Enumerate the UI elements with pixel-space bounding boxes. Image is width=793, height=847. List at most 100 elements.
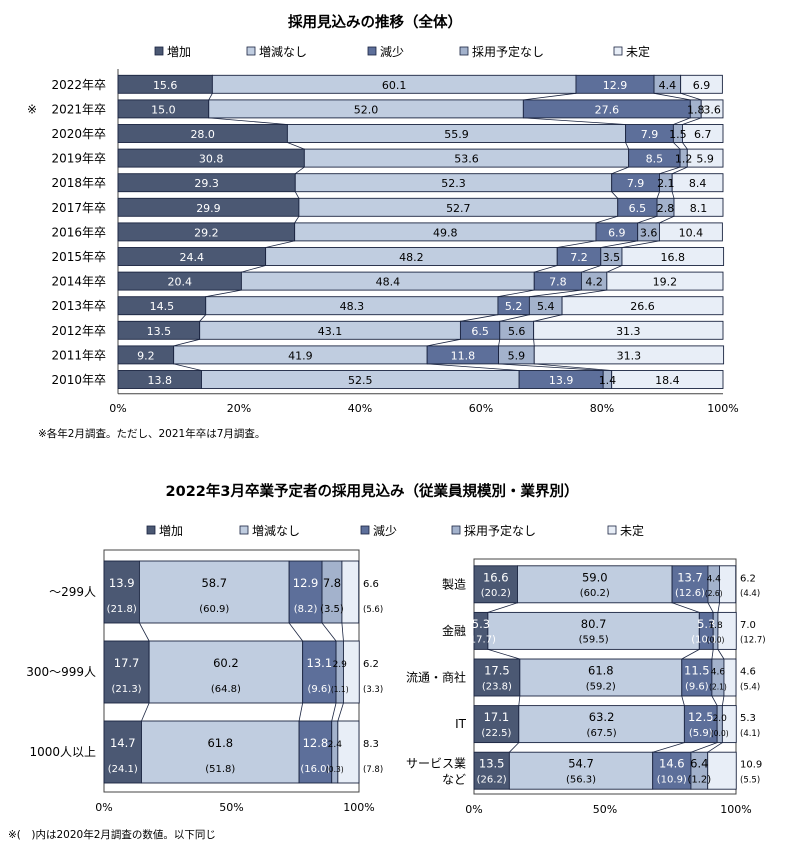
panel-category-1: 300～999人	[26, 665, 96, 679]
panel-bar-0-0	[473, 565, 518, 604]
panel-category-4-0: サービス業	[406, 757, 466, 771]
panel-prev-3-2: (5.9)	[689, 728, 713, 739]
legend-swatch-4	[607, 525, 617, 535]
panel-prev-0-0: (20.2)	[481, 588, 511, 599]
panel-value-2-1: 61.8	[207, 736, 233, 750]
panel-value-0-4: 6.2	[740, 573, 756, 584]
panel-prev-0-4: (4.4)	[740, 589, 760, 599]
chart1-category-0: 2022年卒	[51, 78, 106, 92]
chart1-bar-1-4	[700, 99, 724, 119]
legend-swatch-2	[360, 525, 370, 535]
panel-prev-0-1: (60.2)	[580, 588, 610, 599]
panel-connector-0-1	[139, 622, 150, 642]
chart1-value-5-1: 52.7	[446, 202, 471, 215]
chart1-bar-9-4	[561, 296, 724, 316]
panel-value-1-2: 13.1	[307, 656, 333, 670]
panel-prev-0-3: (2.6)	[705, 589, 723, 598]
chart1-connector-0-2	[523, 92, 577, 101]
panel-category-3: IT	[455, 717, 467, 731]
chart1-connector-6-1	[265, 240, 295, 248]
chart1-value-2-3: 1.5	[669, 128, 687, 141]
legend-label-3: 採用予定なし	[464, 523, 536, 538]
chart1-value-1-2: 27.6	[595, 103, 620, 116]
panel-prev-1-1: (64.8)	[211, 684, 241, 695]
chart1-connector-9-4	[533, 314, 563, 322]
panel-connector-2-3	[711, 695, 718, 706]
chart1-category-7: 2015年卒	[51, 250, 106, 264]
panel-prev-1-1: (59.5)	[579, 635, 609, 646]
legend-label-2: 減少	[373, 523, 397, 538]
chart1-connector-8-4	[562, 289, 607, 298]
chart1-category-9: 2013年卒	[51, 299, 106, 313]
panel-bar-3-2	[683, 705, 718, 744]
panel-bar-3-1	[518, 705, 685, 744]
chart1-connector-7-1	[241, 265, 266, 273]
panel-connector-0-2	[671, 602, 700, 613]
panel-prev-1-2: (9.6)	[307, 684, 331, 695]
panel-value-2-4: 8.3	[363, 739, 379, 750]
panel-value-4-0: 13.5	[479, 757, 505, 771]
chart1-value-12-3: 1.4	[599, 374, 617, 387]
panel-x-tick-1: 50%	[593, 803, 617, 816]
panel-prev-0-3: (3.5)	[320, 604, 344, 615]
panel-value-2-0: 14.7	[110, 736, 136, 750]
panel-bar-2-0	[103, 720, 142, 784]
panel-x-tick-1: 50%	[219, 801, 243, 814]
legend-swatch-0	[154, 46, 164, 56]
panel-prev-2-1: (51.8)	[205, 764, 235, 775]
panel-connector-0-1	[487, 602, 518, 613]
panel-value-1-2: 5.3	[697, 617, 715, 631]
chart2-legend: 増加 増減なし 減少 採用予定なし 未定	[146, 523, 644, 538]
chart1-connector-5-3	[637, 215, 658, 224]
chart1-connector-7-3	[581, 265, 601, 273]
chart1-value-7-1: 48.2	[399, 251, 424, 264]
chart1-value-2-0: 28.0	[190, 128, 215, 141]
chart1-connector-1-1	[208, 117, 288, 125]
chart1-value-7-2: 7.2	[570, 251, 588, 264]
panel-bar-1-4	[717, 611, 737, 650]
chart1-value-7-4: 16.8	[661, 251, 686, 264]
legend-swatch-2	[367, 46, 377, 56]
chart1-value-10-0: 13.5	[147, 325, 172, 338]
chart1-connector-4-2	[611, 191, 619, 199]
panel-value-1-0: 5.3	[472, 617, 490, 631]
chart1-value-4-1: 52.3	[441, 177, 466, 190]
chart1-value-0-4: 6.9	[693, 79, 711, 92]
panel-value-1-3: 1.8	[708, 621, 723, 631]
chart1-connector-5-1	[294, 216, 300, 224]
chart1-value-1-1: 52.0	[354, 103, 379, 116]
panel-value-0-3: 7.8	[323, 576, 341, 590]
chart1-bar-0-4	[680, 74, 723, 94]
panel-prev-3-0: (22.5)	[481, 728, 511, 739]
panel-value-1-3: 2.9	[333, 660, 348, 670]
chart1-bar-10-4	[533, 320, 724, 340]
panel-value-3-1: 63.2	[589, 710, 615, 724]
legend-swatch-1	[246, 46, 256, 56]
chart1-connector-9-3	[499, 314, 530, 322]
panel-prev-2-3: (2.1)	[709, 682, 727, 691]
panel-prev-4-4: (5.5)	[740, 776, 760, 786]
chart1-category-6: 2016年卒	[51, 225, 106, 239]
chart1-connector-10-3	[498, 339, 501, 346]
panel-prev-4-0: (26.2)	[477, 775, 507, 786]
chart1-value-9-0: 14.5	[150, 300, 175, 313]
chart1-value-9-3: 5.4	[537, 300, 555, 313]
chart1-value-10-1: 43.1	[318, 325, 343, 338]
chart1-connector-11-1	[173, 363, 202, 371]
panel-value-0-0: 16.6	[483, 570, 509, 584]
chart1-category-mark-1: ※	[27, 102, 37, 116]
panel-bar-2-0	[473, 658, 521, 697]
chart1-plot: 2022年卒 2021年卒 ※ 2020年卒 2019年卒 2018年卒 2017年卒 201…	[27, 69, 739, 415]
panel-bar-2-4	[337, 720, 360, 784]
chart1-value-12-1: 52.5	[348, 374, 373, 387]
chart1-value-12-0: 13.8	[147, 374, 172, 387]
chart1-x-tick-5: 100%	[707, 402, 738, 415]
legend-swatch-3	[451, 525, 461, 535]
chart1-value-2-4: 6.7	[694, 128, 712, 141]
panel-connector-0-3	[321, 622, 337, 642]
panel-bar-1-1	[148, 640, 304, 704]
legend-label-3: 採用予定なし	[472, 44, 544, 59]
panel-category-4-1: など	[442, 773, 466, 787]
panel-prev-4-1: (56.3)	[566, 775, 596, 786]
